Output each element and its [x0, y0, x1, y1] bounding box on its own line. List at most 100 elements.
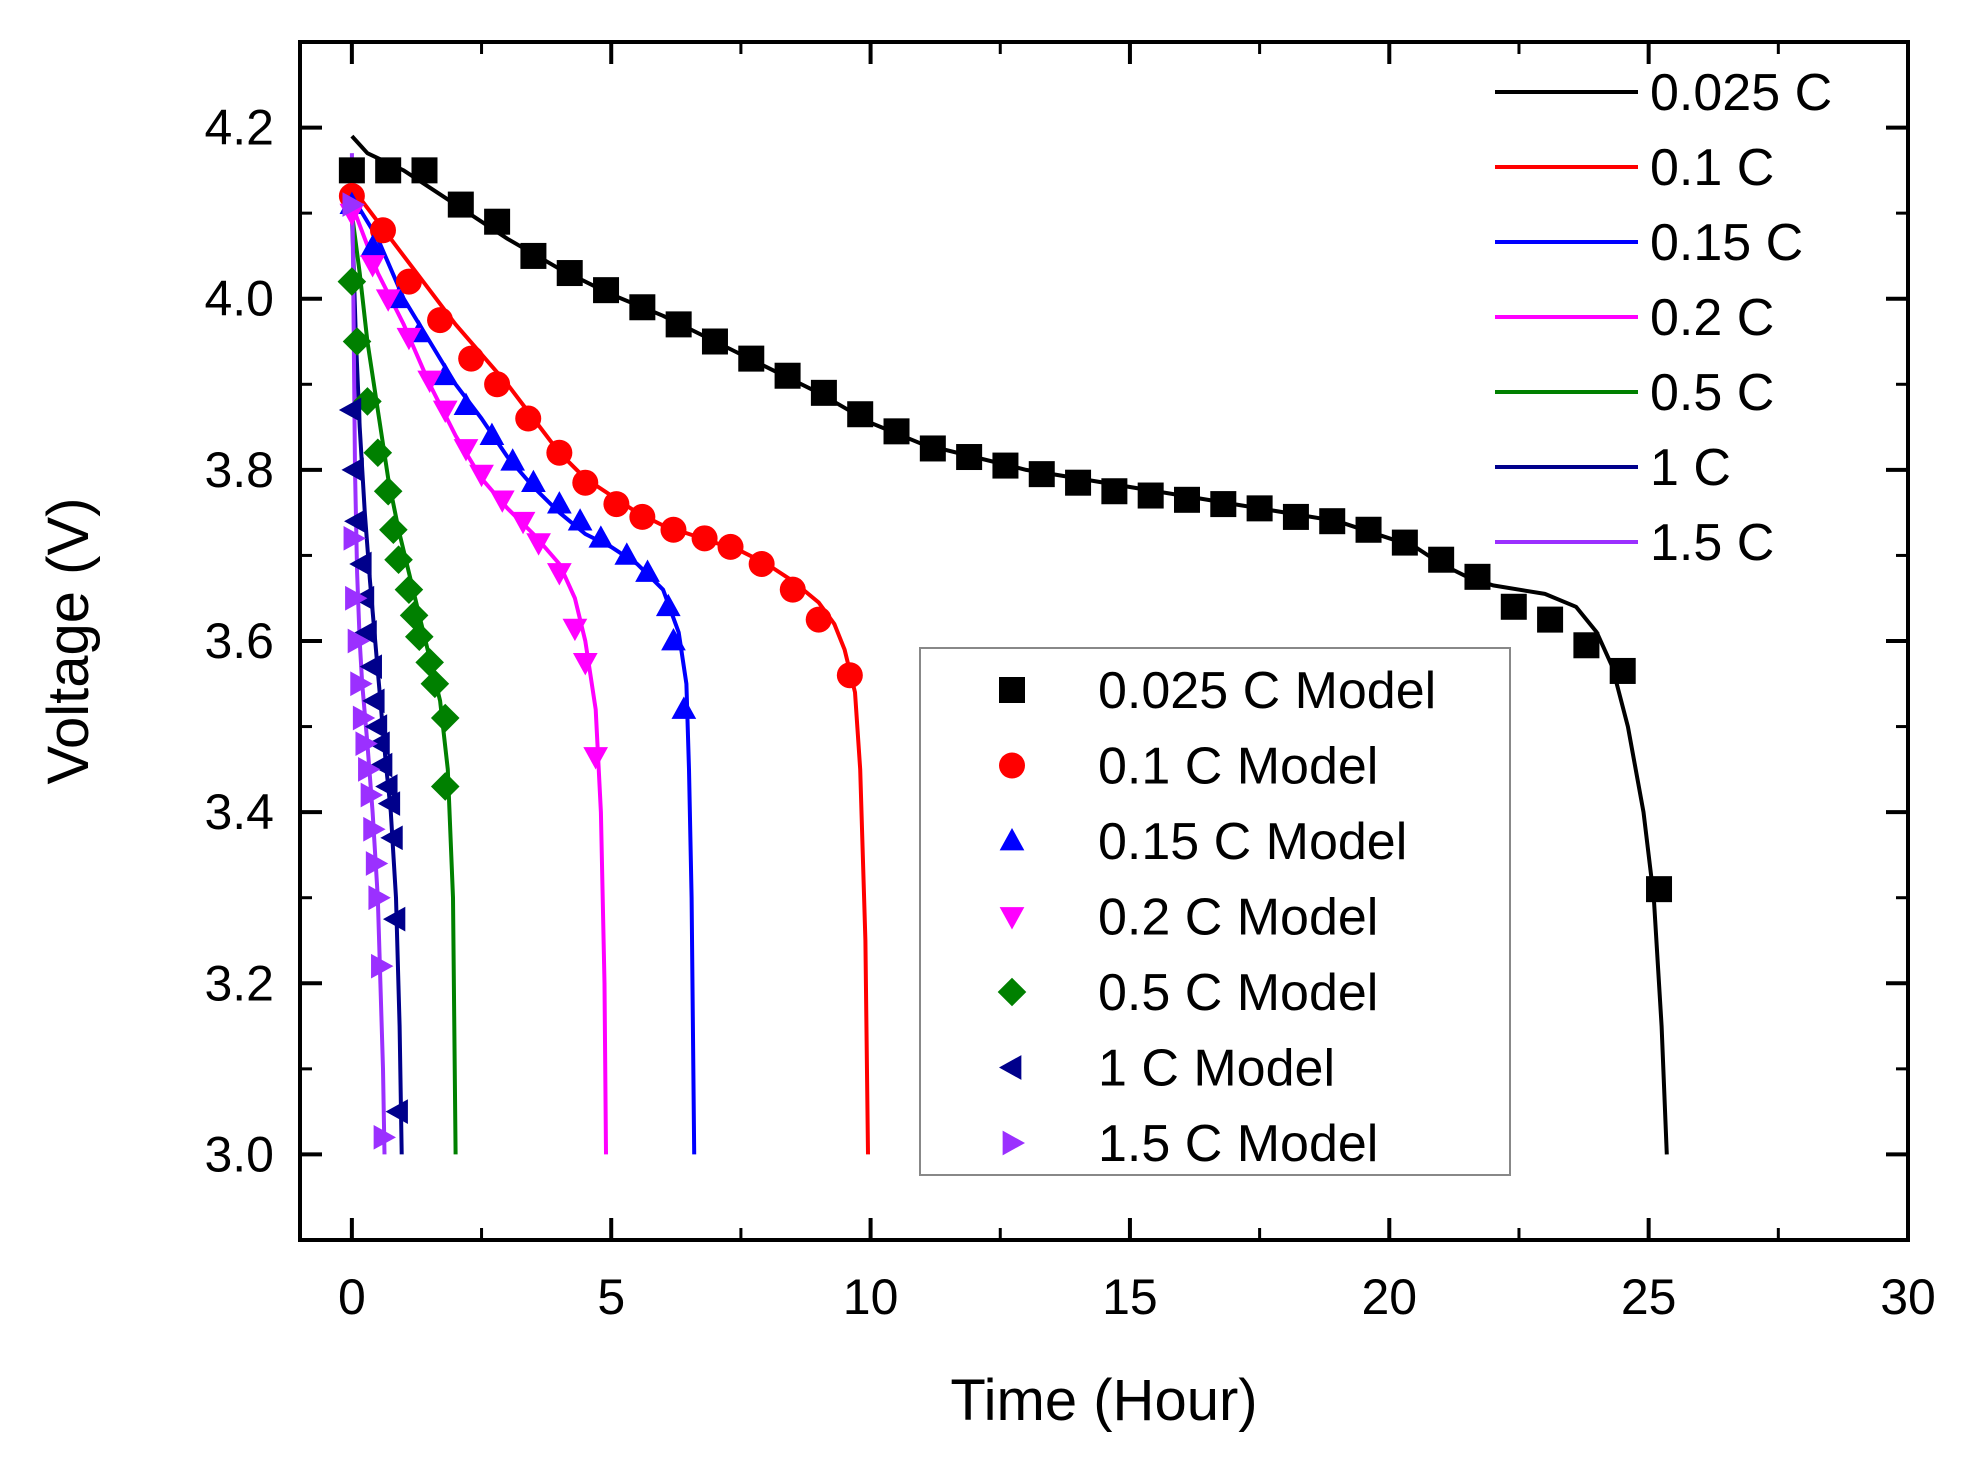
marker-0-2-c: [432, 400, 458, 423]
y-tick-label: 4.0: [204, 271, 274, 327]
marker-0-025-c: [556, 260, 583, 287]
marker-0-025-c: [1282, 503, 1309, 530]
marker-1-5-c: [343, 525, 366, 551]
marker-1-5-c: [363, 816, 386, 842]
marker-0-1-c: [458, 345, 485, 372]
marker-1-5-c: [347, 628, 371, 654]
marker-0-15-c: [547, 491, 572, 514]
marker-0-025-c: [1500, 593, 1527, 620]
marker-0-15-c: [500, 448, 526, 471]
y-tick-label: 3.4: [204, 784, 274, 840]
legend-marker-swatch: [999, 752, 1025, 779]
line-1-5-c: [349, 153, 387, 1155]
marker-0-025-c: [1137, 482, 1164, 509]
marker-1-5-c: [373, 1124, 396, 1150]
marker-0-025-c: [1391, 529, 1418, 556]
marker-0-5-c: [363, 438, 393, 468]
marker-1-c: [359, 654, 382, 680]
marker-1-c: [354, 620, 377, 645]
marker-0-025-c: [447, 191, 474, 218]
marker-1-5-c: [352, 705, 376, 731]
marker-0-2-c: [453, 439, 479, 462]
marker-0-5-c: [420, 669, 450, 699]
x-tick-label: 25: [1621, 1269, 1677, 1325]
marker-0-15-c: [360, 234, 385, 257]
marker-1-c: [375, 774, 398, 799]
legend-marker-swatch: [997, 977, 1027, 1007]
marker-0-025-c: [1101, 478, 1128, 505]
marker-0-1-c: [515, 405, 542, 432]
marker-1-5-c: [342, 192, 365, 217]
marker-1-5-c: [350, 671, 373, 697]
marker-0-025-c: [338, 157, 365, 184]
x-axis: 0 5 10 15 20 25 30: [338, 42, 1936, 1325]
marker-0-15-c: [635, 559, 660, 582]
marker-0-025-c: [919, 435, 946, 462]
y-axis: 3.0 3.2 3.4 3.6 3.8 4.0 4.2: [204, 40, 1908, 1182]
x-tick-label: 0: [338, 1269, 366, 1325]
marker-0-1-c: [395, 268, 422, 295]
legend-line-label: 0.1 C: [1650, 139, 1774, 197]
marker-0-1-c: [546, 439, 573, 466]
y-axis-title: Voltage (V): [36, 498, 101, 785]
marker-0-025-c: [1028, 461, 1055, 488]
marker-0-1-c: [369, 217, 396, 244]
legend-model-label: 1 C Model: [1098, 1040, 1335, 1098]
legend-model-label: 1.5 C Model: [1098, 1115, 1378, 1173]
marker-0-5-c: [430, 772, 460, 801]
marker-0-15-c: [567, 508, 593, 531]
marker-0-025-c: [738, 345, 765, 372]
legend-model-label: 0.5 C Model: [1098, 964, 1378, 1022]
marker-0-5-c: [379, 515, 408, 545]
legend-line-label: 0.2 C: [1650, 289, 1774, 347]
marker-0-1-c: [717, 533, 744, 560]
model-markers: [337, 157, 1673, 1150]
marker-0-025-c: [1428, 546, 1455, 573]
marker-0-5-c: [373, 476, 403, 506]
marker-0-025-c: [665, 311, 692, 338]
marker-0-025-c: [1573, 632, 1600, 659]
marker-0-1-c: [484, 371, 511, 398]
marker-0-1-c: [603, 491, 630, 518]
marker-0-025-c: [1609, 657, 1636, 684]
legend-line-label: 0.15 C: [1650, 214, 1803, 272]
y-tick-label: 3.2: [204, 955, 274, 1011]
legend-line-label: 0.025 C: [1650, 64, 1832, 122]
marker-0-1-c: [779, 576, 806, 603]
marker-0-1-c: [805, 606, 832, 633]
marker-0-5-c: [394, 575, 424, 604]
marker-0-1-c: [836, 662, 863, 689]
marker-0-2-c: [375, 289, 401, 312]
marker-1-c: [341, 457, 364, 483]
marker-0-025-c: [1646, 876, 1673, 903]
marker-0-5-c: [430, 703, 460, 733]
marker-1-c: [369, 752, 393, 778]
marker-0-15-c: [655, 593, 681, 617]
marker-0-1-c: [427, 307, 454, 334]
y-tick-label: 3.0: [204, 1126, 274, 1182]
marker-0-2-c: [583, 747, 609, 770]
marker-1-5-c: [371, 953, 394, 979]
marker-0-025-c: [1065, 469, 1092, 496]
marker-0-2-c: [489, 490, 515, 513]
marker-0-025-c: [375, 157, 402, 184]
marker-0-025-c: [774, 362, 801, 389]
x-tick-label: 20: [1361, 1269, 1417, 1325]
legend-lines: 0.025 C 0.1 C 0.15 C 0.2 C 0.5 C 1 C 1.5 C: [1495, 64, 1832, 572]
marker-0-15-c: [479, 422, 505, 445]
x-axis-title: Time (Hour): [950, 1368, 1257, 1433]
legend-marker-swatch: [999, 1055, 1022, 1080]
y-tick-label: 3.6: [204, 613, 274, 669]
marker-0-2-c: [562, 618, 588, 642]
marker-0-025-c: [1319, 508, 1346, 535]
x-tick-label: 10: [843, 1269, 899, 1325]
marker-0-2-c: [396, 327, 422, 351]
marker-0-025-c: [520, 242, 547, 269]
legend-marker-swatch: [1002, 1130, 1025, 1156]
legend-model-label: 0.025 C Model: [1098, 662, 1436, 720]
marker-0-15-c: [661, 628, 686, 651]
marker-0-025-c: [1246, 495, 1273, 522]
marker-1-c: [367, 731, 390, 757]
marker-1-c: [349, 551, 372, 577]
